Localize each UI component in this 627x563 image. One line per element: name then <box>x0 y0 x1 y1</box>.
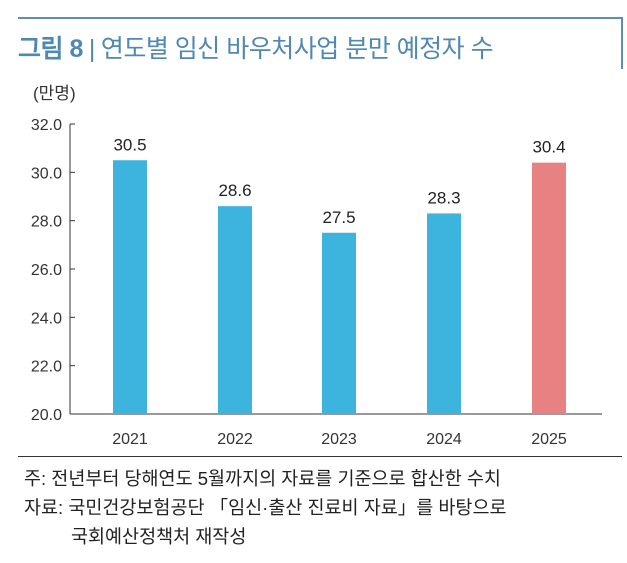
y-tick-label: 24.0 <box>31 310 62 327</box>
data-label-2024: 28.3 <box>427 188 460 207</box>
bar-2022 <box>218 206 252 414</box>
figure-title-text: 연도별 임신 바우처사업 분만 예정자 수 <box>100 35 494 63</box>
x-tick-label-2024: 2024 <box>426 431 462 448</box>
bar-chart: 20.0 22.0 24.0 26.0 28.0 30.0 32.0 30.5 2021 28.6… <box>31 117 602 448</box>
chart-note: 주: 전년부터 당해연도 5월까지의 자료를 기준으로 합산한 수치 <box>24 468 501 489</box>
y-tick-label: 28.0 <box>31 214 62 231</box>
bar-2023 <box>322 232 356 414</box>
y-axis-unit: (만명) <box>33 84 76 103</box>
x-tick-label-2021: 2021 <box>112 431 148 448</box>
data-label-2022: 28.6 <box>218 181 251 200</box>
title-separator: | <box>88 35 96 63</box>
y-tick-label: 32.0 <box>31 117 62 134</box>
chart-source: 자료: 국민건강보험공단 「임신·출산 진료비 자료」를 바탕으로 <box>24 497 507 518</box>
bar-2021 <box>113 160 147 414</box>
frame-top-border <box>18 17 622 19</box>
y-tick-label: 22.0 <box>31 359 62 376</box>
bar-2024 <box>427 213 461 414</box>
y-tick-label: 30.0 <box>31 165 62 182</box>
figure-label: 그림 8 <box>18 35 83 63</box>
y-tick-label: 20.0 <box>31 407 62 424</box>
bar-2025 <box>532 162 566 414</box>
chart-bottom-divider <box>18 456 622 457</box>
data-label-2021: 30.5 <box>113 135 146 154</box>
x-tick-label-2023: 2023 <box>321 431 357 448</box>
x-tick-label-2022: 2022 <box>217 431 253 448</box>
data-label-2023: 27.5 <box>322 208 355 227</box>
y-tick-label: 26.0 <box>31 262 62 279</box>
frame-right-border <box>621 17 623 69</box>
figure-title: 그림 8 | 연도별 임신 바우처사업 분만 예정자 수 <box>18 29 494 65</box>
data-label-2025: 30.4 <box>532 138 565 157</box>
chart-source-continued: 국회예산정책처 재작성 <box>71 526 247 547</box>
x-tick-label-2025: 2025 <box>531 431 567 448</box>
